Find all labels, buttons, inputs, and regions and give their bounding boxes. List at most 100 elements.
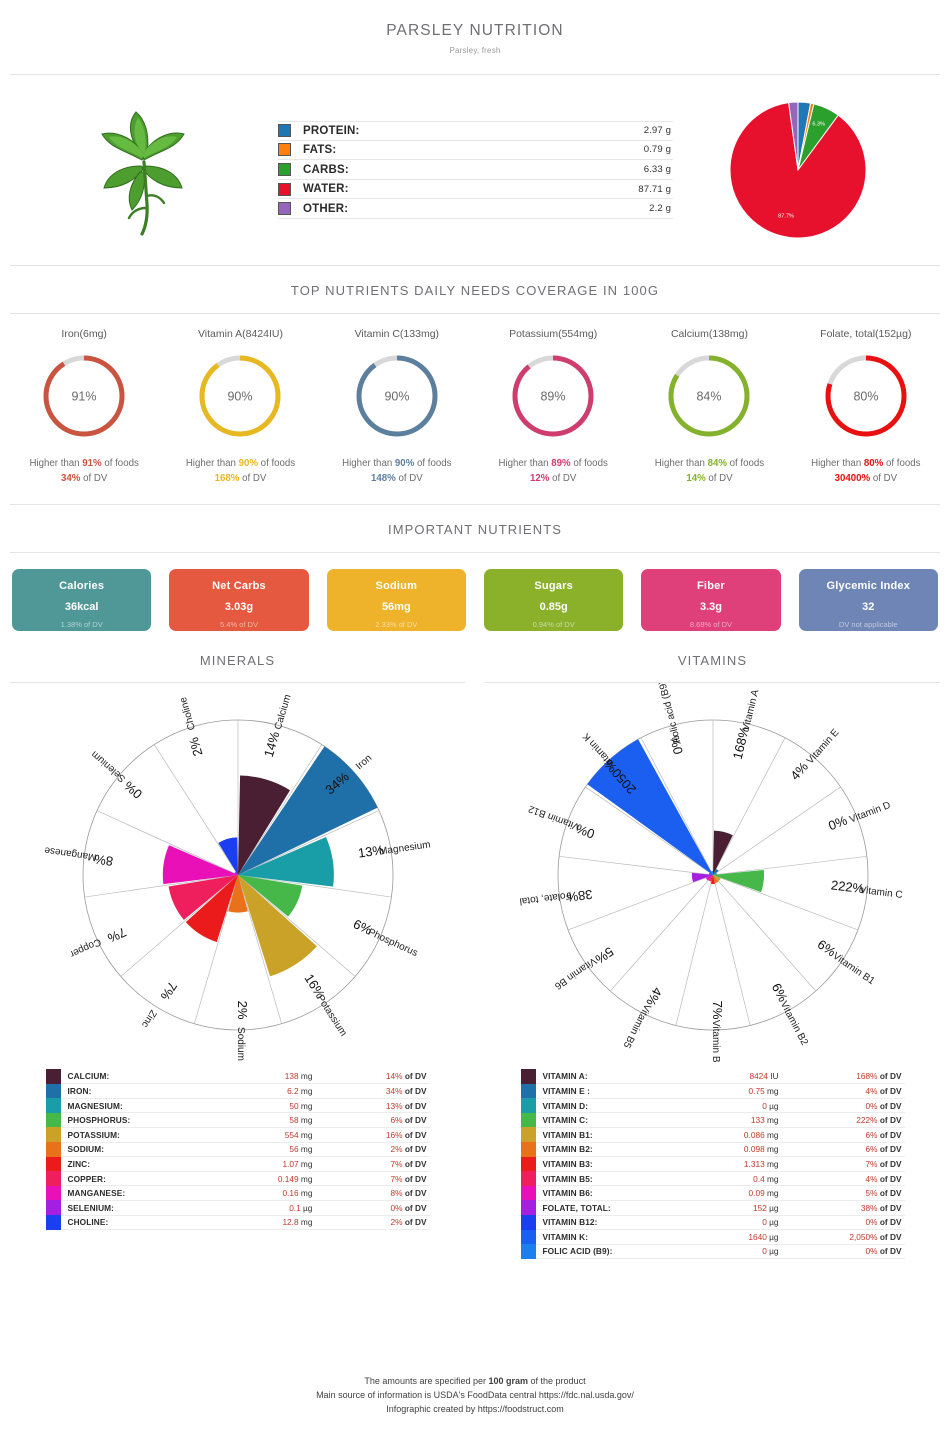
nutrient-name: COPPER: (61, 1171, 238, 1187)
svg-text:168%: 168% (729, 725, 752, 761)
footer-line-3: Infographic created by https://foodstruc… (386, 1404, 564, 1415)
macro-label: FATS: (303, 143, 337, 156)
table-row: VITAMIN B5: 0.4 mg 4% of DV (520, 1171, 905, 1187)
nutrient-amount: 133 mg (703, 1112, 782, 1128)
nutrient-name: VITAMIN B3: (536, 1156, 704, 1172)
svg-text:Vitamin A: Vitamin A (740, 688, 761, 732)
nutrient-dv: 16% of DV (315, 1127, 430, 1143)
divider (0, 682, 950, 684)
nutrient-dv: 5% of DV (781, 1185, 905, 1201)
table-row: FOLIC ACID (B9): 0 µg 0% of DV (520, 1244, 905, 1260)
important-nutrient-card: Fiber 3.3g 8.68% of DV (641, 569, 781, 632)
table-row: VITAMIN K: 1640 µg 2,050% of DV (520, 1229, 905, 1245)
nutrient-color-swatch (520, 1127, 537, 1143)
macro-value: 2.2 g (649, 203, 671, 215)
table-row: VITAMIN A: 8424 IU 168% of DV (520, 1069, 905, 1085)
svg-text:Phosphorus: Phosphorus (366, 927, 419, 959)
nutrient-amount: 0 µg (703, 1244, 782, 1260)
nutrient-color-swatch (45, 1098, 62, 1113)
coverage-nutrient-name: Iron(6mg) (61, 328, 107, 340)
nutrient-dv: 222% of DV (781, 1112, 905, 1128)
svg-text:91%: 91% (72, 390, 97, 404)
svg-text:0%: 0% (826, 812, 849, 833)
nutrient-amount: 0.149 mg (237, 1171, 316, 1187)
footer-line-2: Main source of information is USDA's Foo… (316, 1390, 634, 1401)
nutrient-amount: 0 µg (703, 1215, 782, 1231)
svg-text:222%: 222% (830, 877, 865, 896)
nutrient-name: VITAMIN E : (536, 1083, 704, 1099)
nutrient-amount: 554 mg (237, 1127, 316, 1143)
svg-text:0%: 0% (666, 734, 685, 756)
nutrient-amount: 0 µg (703, 1098, 782, 1114)
coverage-donut-cell: Calcium(138mg) 84% Higher than 84% of food… (631, 328, 787, 486)
nutrient-amount: 138 mg (237, 1069, 316, 1085)
macro-value: 0.79 g (643, 144, 671, 156)
nutrient-dv: 13% of DV (315, 1098, 430, 1114)
table-row: SODIUM: 56 mg 2% of DV (45, 1142, 430, 1158)
table-row: VITAMIN E :0.75 mg 4% of DV (520, 1083, 905, 1099)
svg-text:7%: 7% (105, 925, 129, 947)
svg-text:0%: 0% (120, 778, 144, 802)
nutrient-dv: 168% of DV (781, 1069, 905, 1085)
macro-row: PROTEIN: 2.97 g (278, 121, 673, 141)
nutrient-name: VITAMIN D: (536, 1098, 704, 1114)
vitamins-column: Vitamin A 168% Vitamin E 4% Vitamin D 0% Vitam… (475, 683, 950, 1260)
svg-text:38%: 38% (565, 887, 593, 905)
divider (10, 504, 940, 506)
nutrient-dv: 7% of DV (781, 1156, 905, 1172)
table-row: COPPER: 0.149 mg 7% of DV (45, 1171, 430, 1187)
page-title: PARSLEY NUTRITION (386, 22, 564, 39)
nutrient-amount: 0.086 mg (703, 1127, 782, 1143)
nutrient-dv: 34% of DV (315, 1083, 430, 1099)
coverage-donut-ring: 80% (825, 355, 907, 437)
coverage-donut-cell: Vitamin C(133mg) 90% Higher than 90% of fo… (319, 328, 475, 486)
table-row: CALCIUM: 138 mg 14% of DV (45, 1069, 430, 1085)
svg-text:Zinc: Zinc (138, 1008, 157, 1030)
coverage-donut-ring: 90% (356, 355, 438, 437)
svg-text:Vitamin C: Vitamin C (858, 885, 902, 901)
nutrient-color-swatch (45, 1171, 62, 1186)
nutrient-color-swatch (520, 1200, 537, 1215)
nutrient-name: VITAMIN C: (536, 1112, 704, 1128)
macro-row: WATER: 87.71 g (278, 180, 673, 200)
macro-label: OTHER: (303, 202, 349, 215)
svg-text:Vitamin B12: Vitamin B12 (526, 803, 581, 832)
nutrient-color-swatch (520, 1171, 537, 1186)
important-nutrient-cards: Calories 36kcal 1.38% of DV Net Carbs 3.03g 5… (0, 553, 950, 653)
nutrient-dv: 6% of DV (315, 1112, 430, 1128)
nutrient-amount: 50 mg (237, 1098, 316, 1114)
parsley-image (18, 100, 268, 240)
nutrient-name: VITAMIN B1: (536, 1127, 704, 1143)
nutrient-color-swatch (520, 1069, 537, 1084)
table-row: SELENIUM: 0.1 µg 0% of DV (45, 1200, 430, 1216)
nutrient-color-swatch (520, 1156, 537, 1172)
svg-text:Vitamin B6: Vitamin B6 (552, 955, 598, 992)
macro-label: WATER: (303, 183, 349, 196)
nutrient-amount: 0.16 mg (237, 1185, 316, 1201)
coverage-note: Higher than 91% of foods 34% of DV (29, 458, 139, 485)
nutrient-color-swatch (45, 1127, 62, 1143)
nutrient-dv: 7% of DV (315, 1171, 430, 1187)
footer: The amounts are specified per 100 gram o… (0, 1375, 950, 1417)
svg-text:Iron: Iron (353, 753, 373, 773)
nutrient-color-swatch (45, 1069, 62, 1084)
nutrient-amount: 1.313 mg (703, 1156, 782, 1172)
nutrient-name: POTASSIUM: (61, 1127, 238, 1143)
nutrient-name: VITAMIN B6: (536, 1185, 704, 1201)
nutrient-color-swatch (45, 1156, 62, 1172)
coverage-note: Higher than 84% of foods 14% of DV (654, 458, 765, 485)
nutrient-amount: 6.2 mg (237, 1083, 316, 1099)
nutrient-color-swatch (520, 1142, 537, 1157)
nutrient-color-swatch (520, 1083, 537, 1099)
table-row: IRON: 6.2 mg 34% of DV (45, 1083, 430, 1099)
svg-text:Selenium: Selenium (89, 748, 128, 784)
minerals-rose-chart: Calcium14%Iron34%Magnesium13%Phosphorus6… (43, 693, 431, 1061)
nutrient-color-swatch (45, 1083, 62, 1099)
table-row: POTASSIUM: 554 mg 16% of DV (45, 1127, 430, 1143)
coverage-donut-ring: 84% (668, 355, 750, 437)
macro-row: CARBS: 6.33 g (278, 160, 673, 180)
macro-value: 6.33 g (643, 164, 671, 175)
table-row: VITAMIN B1: 0.086 mg 6% of DV (520, 1127, 905, 1143)
svg-text:80%: 80% (853, 390, 878, 404)
nutrient-dv: 4% of DV (781, 1171, 905, 1187)
